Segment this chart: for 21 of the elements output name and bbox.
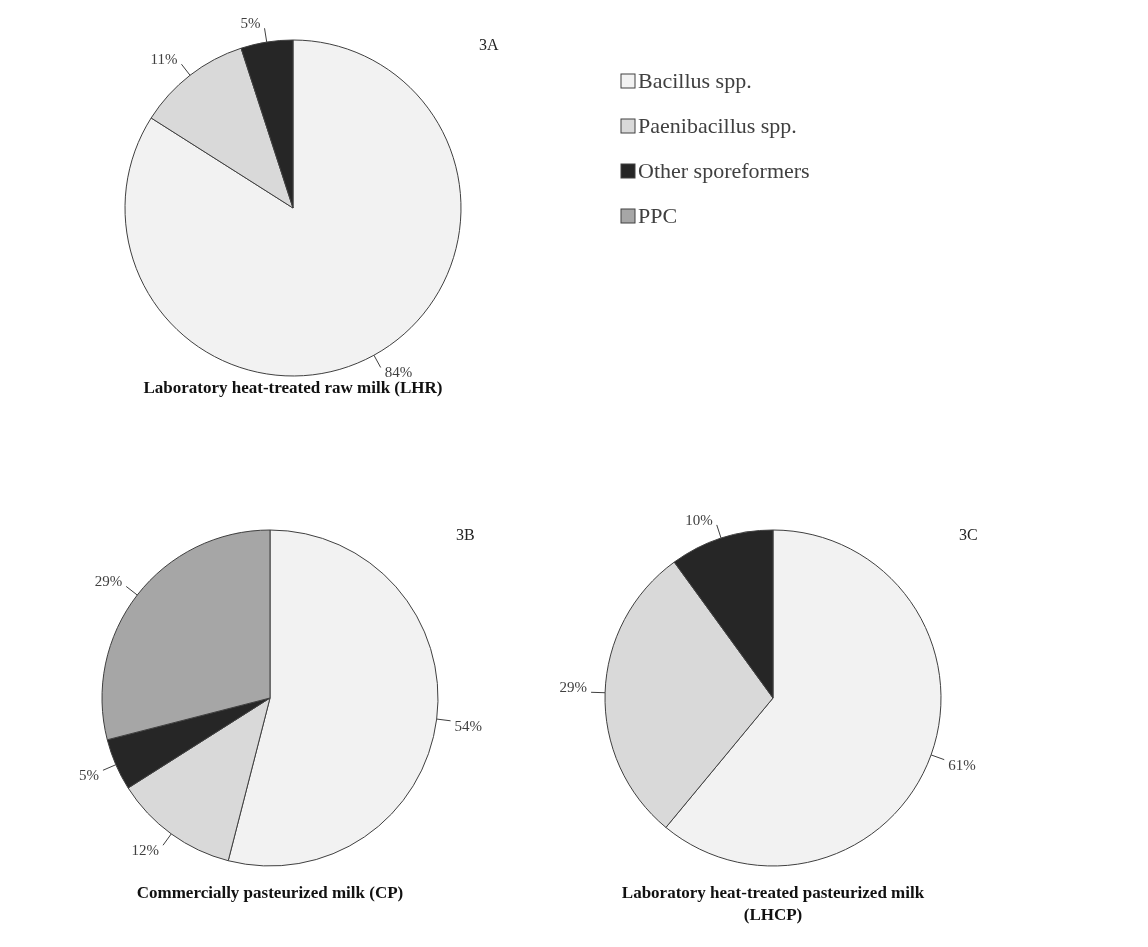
data-label: 10% [685, 511, 713, 528]
data-label: 12% [131, 842, 160, 859]
legend-label: PPC [638, 203, 678, 228]
pie-slice [124, 39, 462, 377]
data-label: 5% [240, 15, 261, 32]
data-label: 84% [384, 364, 413, 381]
text: Commercially pasteurized milk (CP) [136, 883, 404, 902]
data-label: 29% [94, 573, 123, 590]
data-label: 29% [559, 679, 588, 696]
data-label: 61% [948, 756, 976, 773]
text: 3C [959, 526, 978, 543]
text: Laboratory heat-treated pasteurized milk (LHCP) [621, 883, 925, 924]
text: 3B [456, 526, 475, 543]
text: Laboratory heat-treated raw milk (LHR) [143, 378, 443, 397]
legend-label: Paenibacillus spp. [638, 113, 797, 138]
text: 3A [479, 36, 499, 53]
data-label: 11% [150, 51, 178, 68]
data-label: 5% [78, 767, 99, 784]
data-label: 54% [454, 717, 483, 734]
legend-label: Bacillus spp. [638, 68, 752, 93]
legend-label: Other sporeformers [638, 158, 810, 183]
